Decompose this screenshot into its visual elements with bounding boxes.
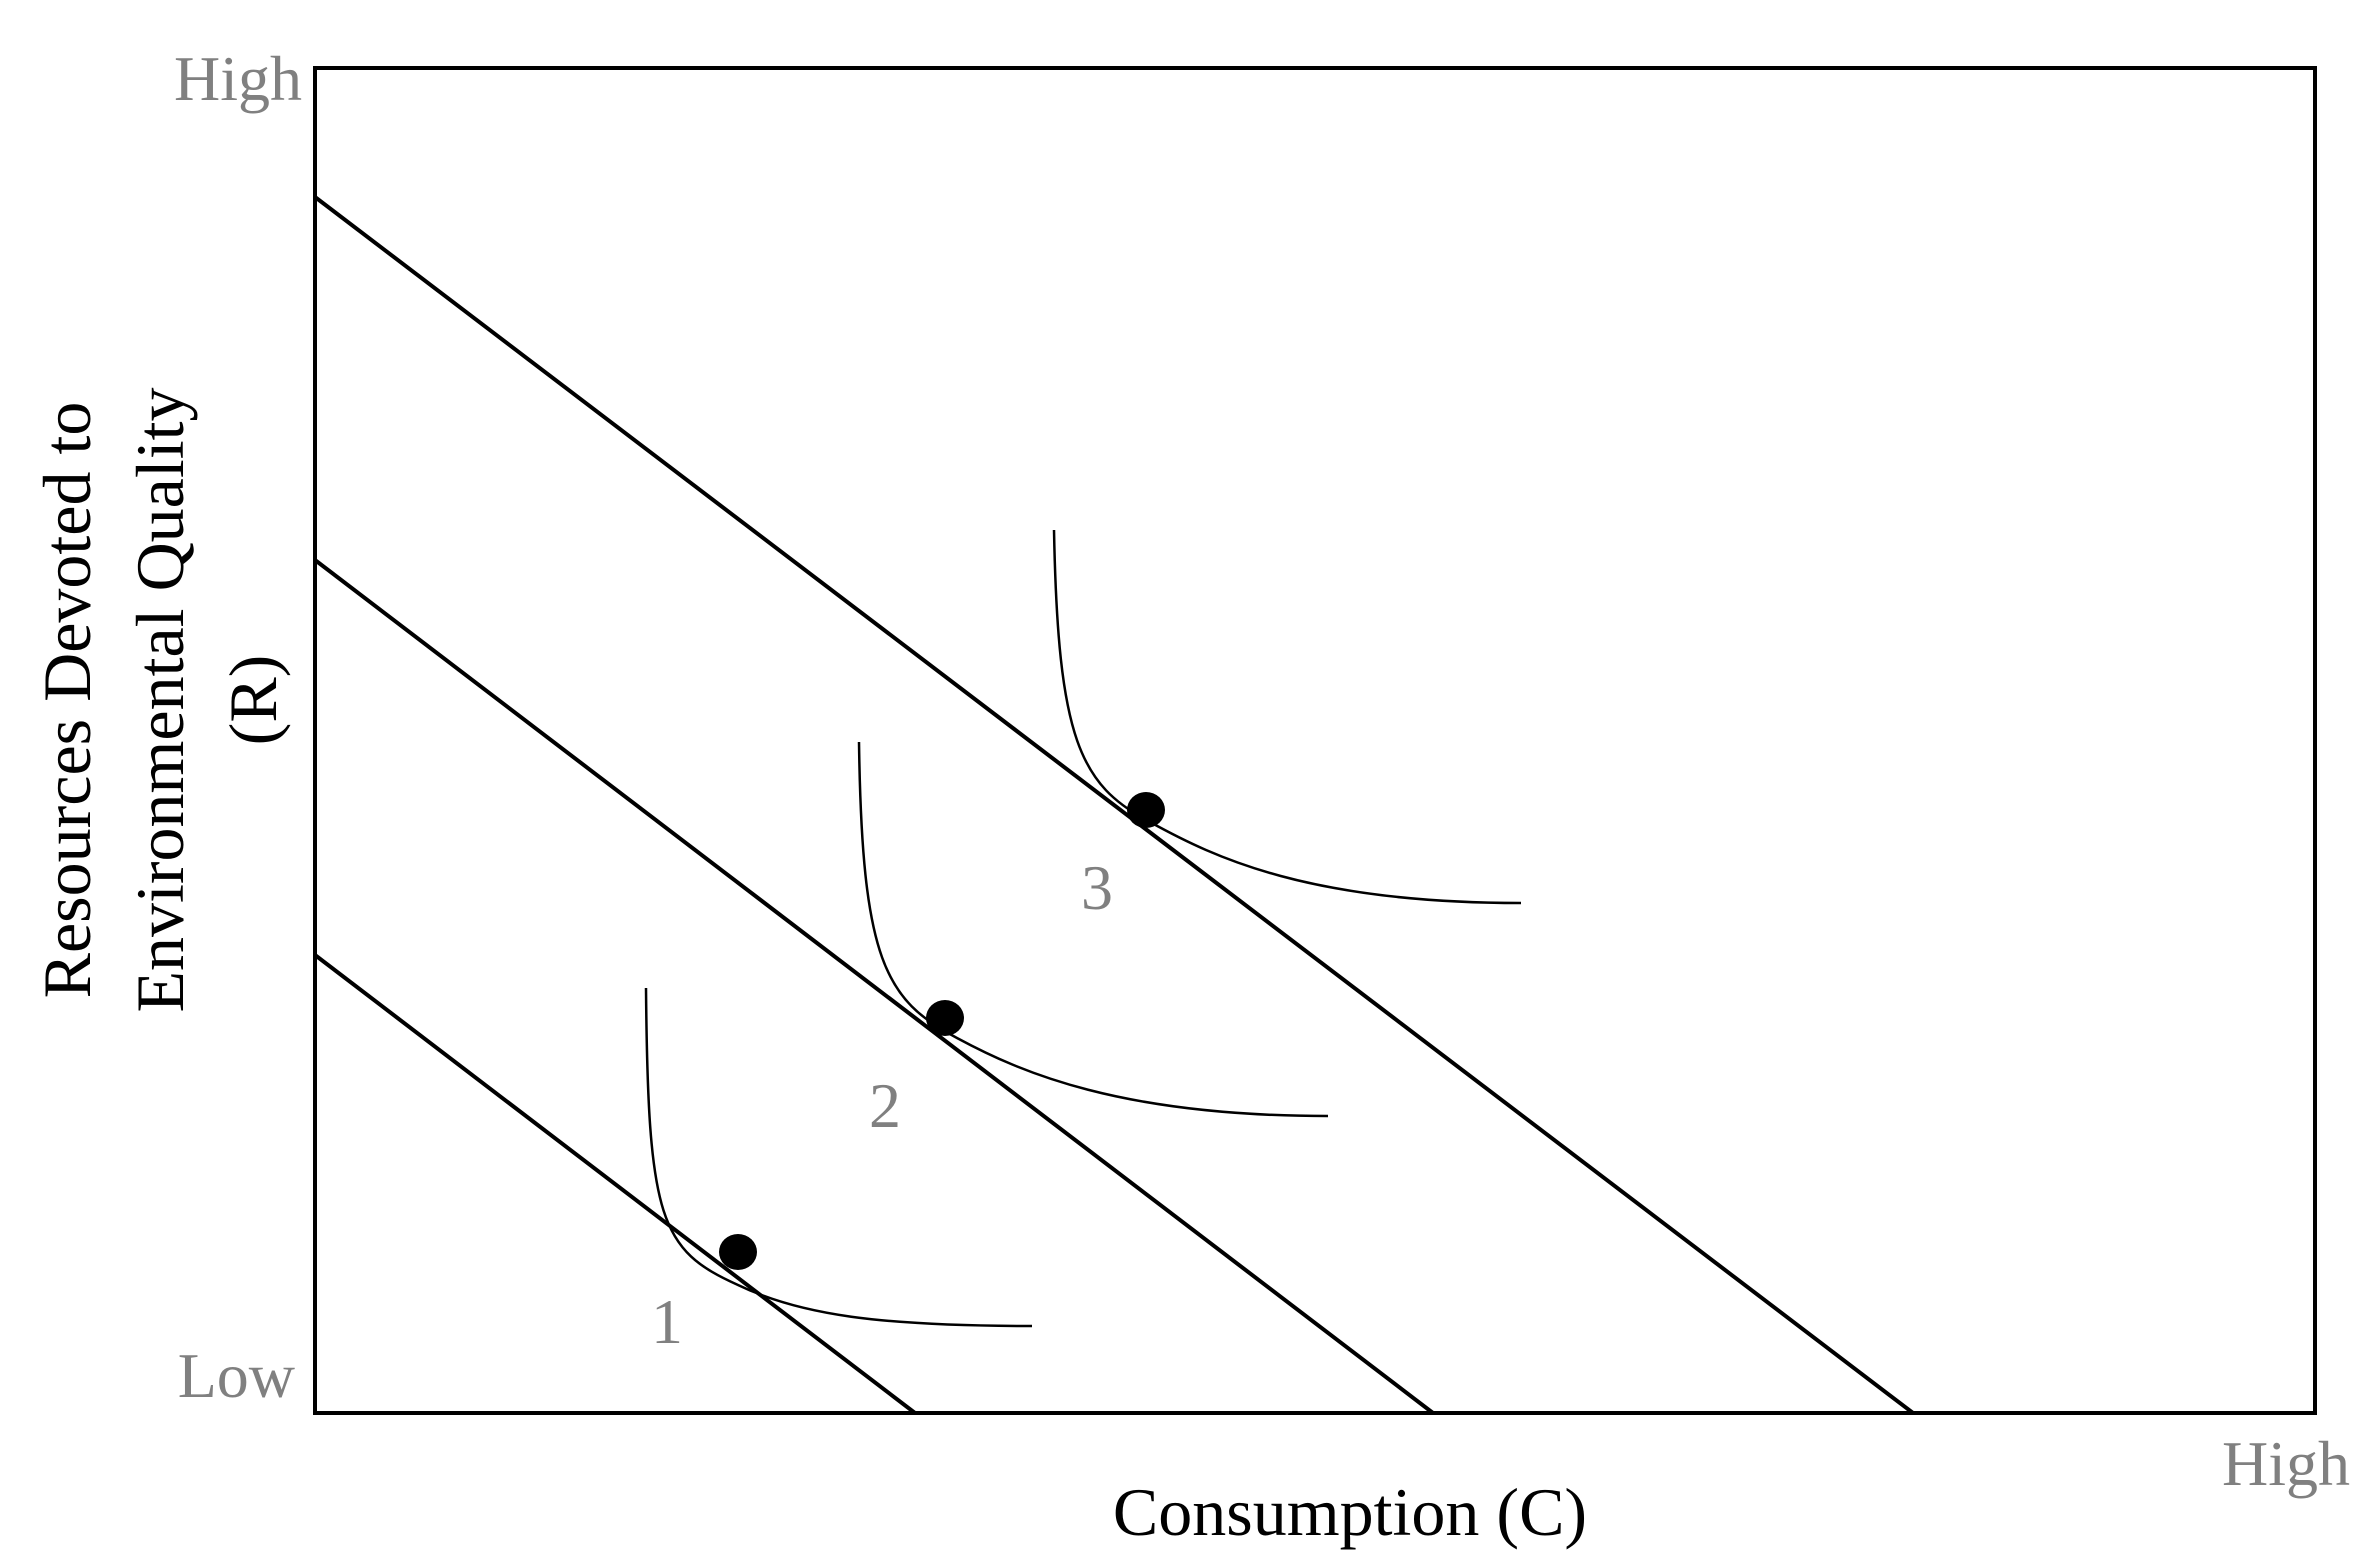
y-axis-label: Resources Devoted to Environmental Quali…	[29, 387, 291, 1012]
curve-label-3: 3	[1081, 852, 1113, 923]
indifference-curve-2	[857, 741, 1329, 1118]
tangency-point-3	[1127, 792, 1165, 828]
y-axis-low-label: Low	[178, 1340, 295, 1411]
budget-line-2	[313, 558, 1435, 1415]
budget-line-1	[313, 953, 917, 1415]
x-axis-label: Consumption (C)	[1113, 1474, 1587, 1550]
budget-line-3	[313, 195, 1915, 1415]
curve-label-2: 2	[869, 1070, 901, 1141]
indifference-curve-1	[644, 987, 1033, 1328]
curve-label-1: 1	[651, 1286, 683, 1357]
tangency-point-1	[719, 1234, 757, 1270]
x-axis-high-label: High	[2222, 1428, 2350, 1499]
tangency-point-2	[926, 1000, 964, 1036]
y-axis-label-line-3: (R)	[215, 655, 291, 746]
plot-frame	[313, 66, 2317, 1415]
indifference-curve-3	[1052, 529, 1522, 905]
y-axis-high-label: High	[174, 43, 302, 114]
y-axis-label-line-1: Resources Devoted to	[29, 402, 105, 999]
y-axis-label-line-2: Environmental Quality	[122, 387, 198, 1012]
